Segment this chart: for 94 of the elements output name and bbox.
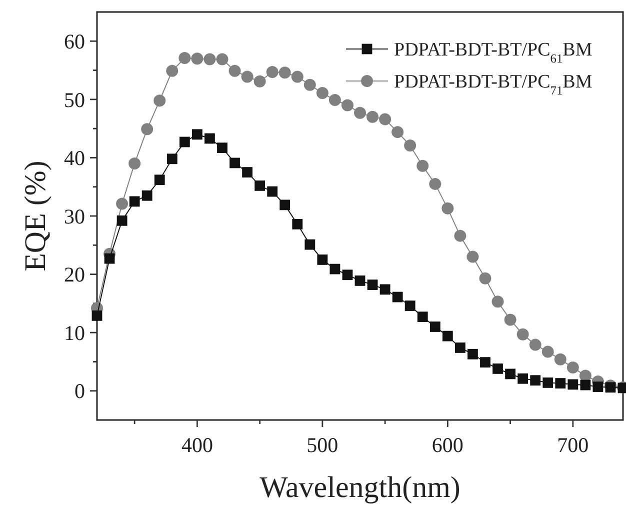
point [166,154,178,164]
point [216,53,228,66]
point [317,254,328,265]
point [605,382,616,393]
point [555,378,566,388]
point [304,239,316,250]
x-axis-title: Wavelength(nm) [260,471,460,504]
point [516,328,529,340]
point [392,292,403,302]
point [492,296,504,308]
point [291,70,304,83]
y-tick-label: 60 [64,29,85,54]
point [430,322,440,332]
point [128,158,141,170]
legend-label: PDPAT-BDT-BT/PC$_{71}$BM [394,72,592,98]
point [304,78,316,91]
point [529,338,542,351]
point [191,52,204,65]
point [580,380,591,390]
point [505,368,516,380]
point [380,284,390,295]
point [242,167,252,178]
y-tick-label: 0 [74,379,85,404]
y-tick-label: 50 [64,88,85,112]
x-tick-label: 400 [181,433,213,457]
x-tick-label: 700 [557,433,589,457]
point [468,348,478,360]
point [228,64,241,77]
point [154,174,165,186]
point [518,373,528,384]
y-tick-label: 20 [64,262,85,287]
point [267,186,278,197]
point [266,66,278,78]
point [492,364,503,374]
point [204,53,216,66]
point [104,253,115,264]
point [417,312,428,322]
point [568,379,578,390]
point [116,198,128,210]
point [366,110,379,123]
y-tick-label: 40 [64,146,85,170]
point [280,200,290,210]
point [230,158,240,168]
point [479,272,492,284]
point [379,113,392,126]
y-axis-title: EQE (%) [19,160,52,272]
point [166,64,178,77]
point [254,180,266,191]
legend-label: PDPAT-BDT-BT/PC$_{61}$BM [394,40,592,66]
point [316,87,328,100]
point [254,75,266,88]
point [116,215,128,226]
point [179,136,190,148]
point [530,375,541,386]
point [416,160,429,172]
point [442,202,454,214]
point [328,94,341,106]
point [404,139,416,152]
point [354,275,366,286]
point [554,353,566,366]
point [154,94,166,107]
x-tick-label: 600 [432,433,464,457]
point [392,126,404,138]
point [341,99,354,112]
point [480,357,490,368]
point [192,129,202,140]
y-tick-label: 10 [64,320,85,345]
point [466,250,479,263]
point [142,190,152,201]
point [442,330,453,342]
point [429,178,442,190]
point [278,66,291,79]
point [592,382,604,392]
point [454,230,466,242]
point [504,314,516,326]
point [241,70,254,83]
point [566,362,579,374]
point [354,106,366,119]
point [404,300,416,311]
point [330,264,340,274]
point [542,377,554,388]
point [342,270,353,280]
point [367,280,378,290]
point [292,218,303,230]
y-tick-label: 30 [64,204,85,228]
point [129,196,140,207]
x-tick-label: 500 [306,433,338,457]
point [217,142,228,154]
point [92,310,102,321]
point [178,52,191,64]
point [141,123,154,136]
point [542,346,554,358]
point [454,342,466,353]
point [204,133,215,144]
